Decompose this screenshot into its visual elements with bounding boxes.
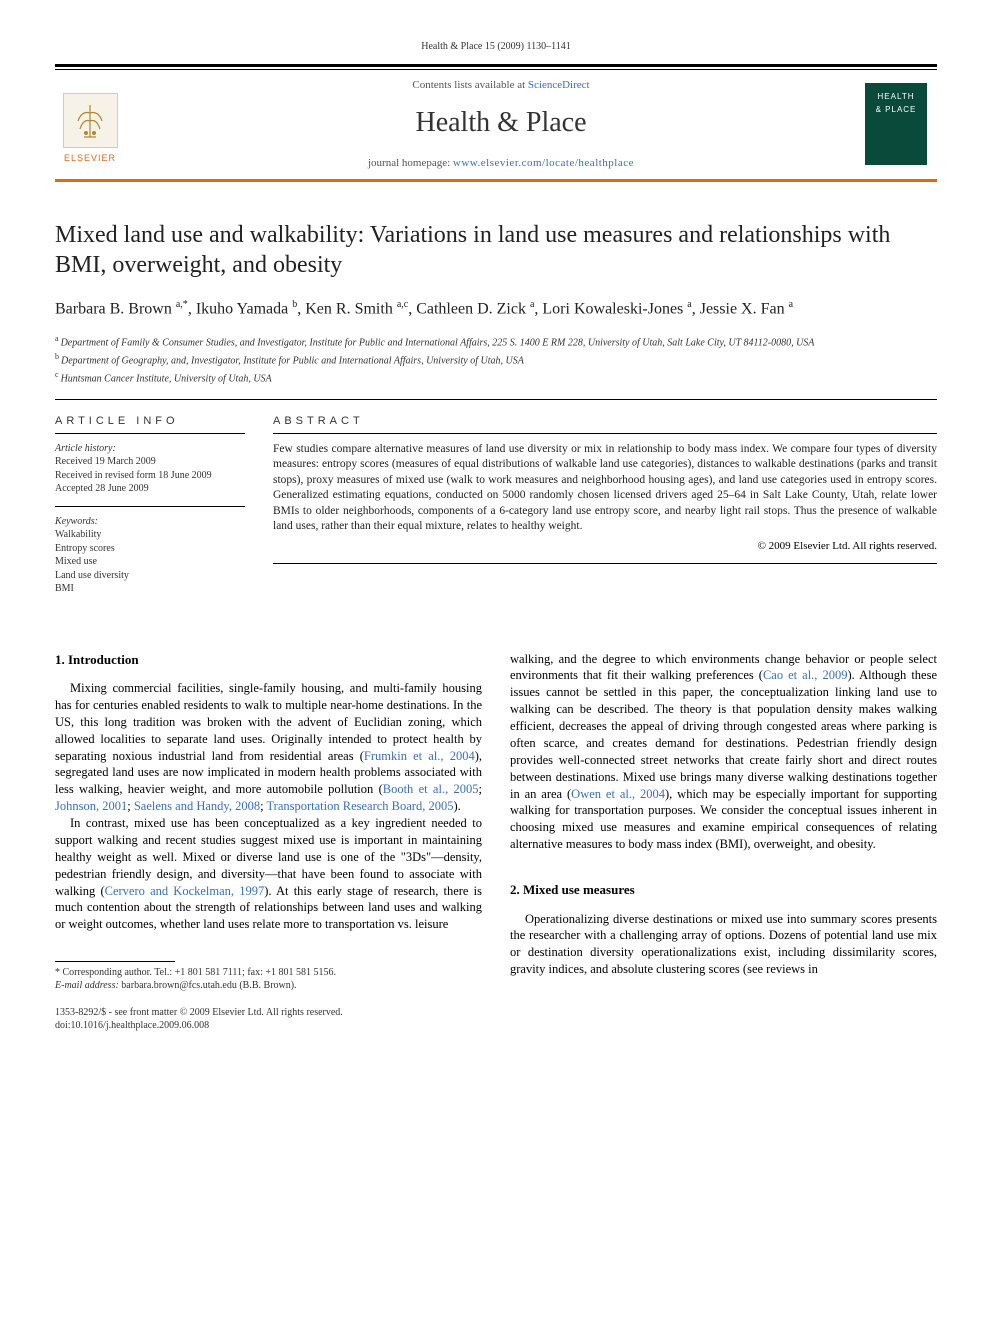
corresponding-author-footnote: * Corresponding author. Tel.: +1 801 581… <box>55 966 482 992</box>
sciencedirect-link[interactable]: ScienceDirect <box>528 79 590 91</box>
section-2-heading: 2. Mixed use measures <box>510 881 937 899</box>
cover-line-1: HEALTH <box>878 92 915 103</box>
article-history-label: Article history: <box>55 442 245 456</box>
affiliation-b: bDepartment of Geography, and, Investiga… <box>55 351 937 368</box>
abstract-heading: ABSTRACT <box>273 414 937 429</box>
accepted-date: Accepted 28 June 2009 <box>55 482 245 496</box>
corr-author-line: * Corresponding author. Tel.: +1 801 581… <box>55 966 482 979</box>
front-matter-block: 1353-8292/$ - see front matter © 2009 El… <box>55 1006 482 1032</box>
article-title: Mixed land use and walkability: Variatio… <box>55 220 937 280</box>
homepage-prefix: journal homepage: <box>368 157 453 169</box>
section-1-para-2: In contrast, mixed use has been conceptu… <box>55 815 482 933</box>
section-1-para-1: Mixing commercial facilities, single-fam… <box>55 680 482 815</box>
email-address: barbara.brown@fcs.utah.edu (B.B. Brown). <box>121 980 296 991</box>
copyright-line: © 2009 Elsevier Ltd. All rights reserved… <box>273 539 937 554</box>
front-matter-issn: 1353-8292/$ - see front matter © 2009 El… <box>55 1006 482 1019</box>
journal-homepage-link[interactable]: www.elsevier.com/locate/healthplace <box>453 157 634 169</box>
affiliation-a: aDepartment of Family & Consumer Studies… <box>55 333 937 350</box>
body-two-column: 1. Introduction Mixing commercial facili… <box>55 651 937 1033</box>
keyword: Entropy scores <box>55 542 245 556</box>
left-column: 1. Introduction Mixing commercial facili… <box>55 651 482 1033</box>
keyword: Walkability <box>55 528 245 542</box>
section-1-heading: 1. Introduction <box>55 651 482 669</box>
elsevier-wordmark: ELSEVIER <box>64 152 116 164</box>
article-info-block: ARTICLE INFO Article history: Received 1… <box>55 414 245 596</box>
top-rule <box>55 64 937 67</box>
right-column: walking, and the degree to which environ… <box>510 651 937 1033</box>
masthead: ELSEVIER Contents lists available at Sci… <box>55 70 937 182</box>
article-rule <box>55 399 937 400</box>
section-2-para-1: Operationalizing diverse destinations or… <box>510 911 937 979</box>
received-date: Received 19 March 2009 <box>55 455 245 469</box>
abstract-text: Few studies compare alternative measures… <box>273 442 937 535</box>
contents-available-line: Contents lists available at ScienceDirec… <box>137 78 865 93</box>
affiliation-c: cHuntsman Cancer Institute, University o… <box>55 369 937 386</box>
affiliations: aDepartment of Family & Consumer Studies… <box>55 333 937 387</box>
elsevier-logo: ELSEVIER <box>55 84 125 164</box>
article-info-heading: ARTICLE INFO <box>55 414 245 429</box>
journal-cover-thumbnail: HEALTH & PLACE <box>865 83 927 165</box>
footnote-rule <box>55 961 175 962</box>
keyword: Land use diversity <box>55 569 245 583</box>
email-label: E-mail address: <box>55 980 119 991</box>
front-matter-doi: doi:10.1016/j.healthplace.2009.06.008 <box>55 1019 482 1032</box>
author-list: Barbara B. Brown a,*, Ikuho Yamada b, Ke… <box>55 298 937 321</box>
keyword: Mixed use <box>55 555 245 569</box>
journal-homepage-line: journal homepage: www.elsevier.com/locat… <box>137 156 865 171</box>
revised-date: Received in revised form 18 June 2009 <box>55 469 245 483</box>
journal-name: Health & Place <box>137 104 865 142</box>
abstract-block: ABSTRACT Few studies compare alternative… <box>273 414 937 596</box>
elsevier-tree-icon <box>63 93 118 148</box>
section-1-para-2-cont: walking, and the degree to which environ… <box>510 651 937 854</box>
keywords-label: Keywords: <box>55 515 245 529</box>
cover-line-2: & PLACE <box>876 105 917 116</box>
running-head-citation: Health & Place 15 (2009) 1130–1141 <box>55 40 937 54</box>
contents-prefix: Contents lists available at <box>412 79 527 91</box>
keyword: BMI <box>55 582 245 596</box>
